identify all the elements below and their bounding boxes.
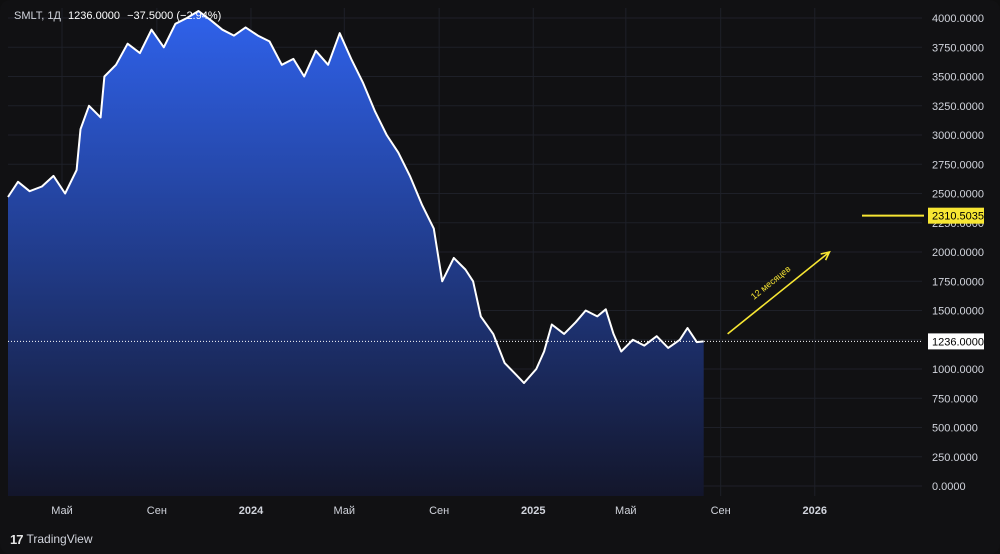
y-tick-label: 2750.0000 — [932, 159, 984, 171]
brand-name: TradingView — [26, 532, 93, 546]
price-area — [8, 11, 704, 496]
y-tick-label: 2500.0000 — [932, 189, 984, 201]
x-tick-label: 2026 — [803, 505, 827, 517]
y-tick-label: 1000.0000 — [932, 364, 984, 376]
current-price-badge — [928, 333, 984, 350]
symbol-legend: SMLT, 1Д 1236.0000 −37.5000 (−2.94%) — [14, 10, 225, 22]
current-price-label: 1236.0000 — [932, 336, 984, 348]
annotation-arrowhead — [820, 250, 831, 261]
x-tick-label: Сен — [711, 505, 731, 517]
y-tick-label: 750.0000 — [932, 393, 978, 405]
y-tick-label: 3250.0000 — [932, 101, 984, 113]
target-price-label: 2310.5035 — [932, 211, 984, 223]
annotation-arrow-line[interactable] — [727, 251, 830, 335]
tradingview-logo[interactable]: 17 TradingView — [10, 530, 93, 548]
x-tick-label: 2025 — [521, 505, 545, 517]
y-tick-label: 1500.0000 — [932, 306, 984, 318]
x-tick-label: Сен — [429, 505, 449, 517]
tradingview-icon: 17 — [10, 531, 24, 547]
y-tick-label: 1750.0000 — [932, 276, 984, 288]
x-tick-label: Май — [615, 505, 637, 517]
annotation-label: 12 месяцев — [749, 264, 793, 302]
last-price: 1236.0000 — [68, 10, 121, 22]
x-tick-label: Май — [334, 505, 356, 517]
x-tick-label: Сен — [147, 505, 167, 517]
y-tick-label: 3500.0000 — [932, 72, 984, 84]
y-tick-label: 3000.0000 — [932, 130, 984, 142]
target-price-badge — [928, 207, 984, 224]
x-tick-label: Май — [51, 505, 73, 517]
y-tick-label: 2000.0000 — [932, 247, 984, 259]
symbol-label[interactable]: SMLT, 1Д — [14, 10, 61, 22]
price-change: −37.5000 (−2.94%) — [127, 10, 222, 22]
y-tick-label: 0.0000 — [932, 481, 966, 493]
y-tick-label: 4000.0000 — [932, 13, 984, 25]
x-tick-label: 2024 — [239, 505, 264, 517]
price-line[interactable] — [7, 10, 704, 384]
y-tick-label: 3750.0000 — [932, 42, 984, 54]
y-tick-label: 500.0000 — [932, 423, 978, 435]
y-tick-label: 250.0000 — [932, 452, 978, 464]
